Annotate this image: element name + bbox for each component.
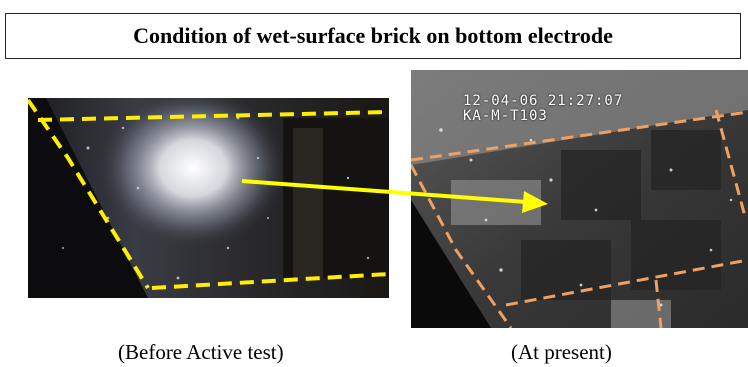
outline-present — [411, 109, 748, 328]
photo-before-active-test — [28, 98, 389, 298]
photo-before-image — [28, 98, 389, 298]
page-title: Condition of wet-surface brick on bottom… — [133, 23, 613, 48]
caption-at-present: (At present) — [511, 340, 612, 364]
title-box: Condition of wet-surface brick on bottom… — [5, 13, 741, 59]
camera-timestamp: 12-04-06 21:27:07 KA-M-T103 — [463, 94, 623, 124]
caption-before-active-test: (Before Active test) — [118, 340, 284, 364]
outline-before — [28, 98, 389, 290]
photo-at-present — [411, 70, 748, 328]
photo-present-image — [411, 70, 748, 328]
timestamp-line-1: 12-04-06 21:27:07 — [463, 93, 624, 109]
timestamp-line-2: KA-M-T103 — [463, 108, 548, 124]
